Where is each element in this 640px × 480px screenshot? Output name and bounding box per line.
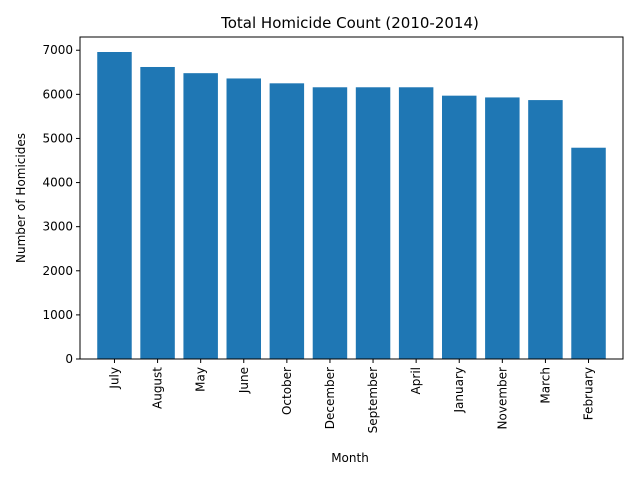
y-tick-label: 0	[65, 352, 73, 366]
bar-august	[140, 66, 175, 360]
y-tick-label: 4000	[42, 176, 73, 190]
x-axis-label: Month	[331, 451, 369, 465]
x-tick-label-november: November	[495, 367, 509, 429]
y-tick-label: 5000	[42, 131, 73, 145]
y-axis: 0 1000 2000 3000 4000 5000 6000 7000	[42, 43, 80, 366]
y-tick-label: 2000	[42, 264, 73, 278]
bar-april	[398, 87, 434, 359]
y-tick-label: 6000	[42, 87, 73, 101]
x-tick-label-june: June	[237, 367, 251, 394]
bar-october	[269, 83, 305, 359]
y-tick-label: 3000	[42, 220, 73, 234]
bar-january	[442, 95, 477, 360]
x-tick-label-september: September	[366, 367, 380, 433]
bar-march	[528, 100, 563, 359]
bar-december	[312, 87, 348, 359]
y-axis-label: Number of Homicides	[14, 133, 28, 263]
bar-february	[571, 147, 606, 359]
x-tick-label-august: August	[151, 367, 165, 409]
x-tick-label-may: May	[194, 367, 208, 392]
x-tick-label-july: July	[107, 367, 121, 390]
x-tick-label-march: March	[538, 367, 552, 404]
x-tick-label-january: January	[452, 367, 466, 414]
x-tick-label-december: December	[323, 367, 337, 429]
x-tick-label-april: April	[409, 367, 423, 394]
bars-group	[97, 52, 606, 360]
x-axis: July August May June October December Septembe…	[107, 359, 596, 433]
bar-june	[226, 78, 261, 360]
x-tick-label-october: October	[280, 367, 294, 415]
plot-frame	[79, 36, 624, 360]
bar-november	[485, 97, 520, 360]
y-tick-label: 1000	[42, 308, 73, 322]
x-tick-label-february: February	[582, 367, 596, 420]
bar-september	[355, 87, 391, 359]
chart-title: Total Homicide Count (2010-2014)	[220, 14, 479, 32]
bar-may	[183, 73, 218, 360]
bar-july	[97, 52, 132, 359]
y-tick-label: 7000	[42, 43, 73, 57]
